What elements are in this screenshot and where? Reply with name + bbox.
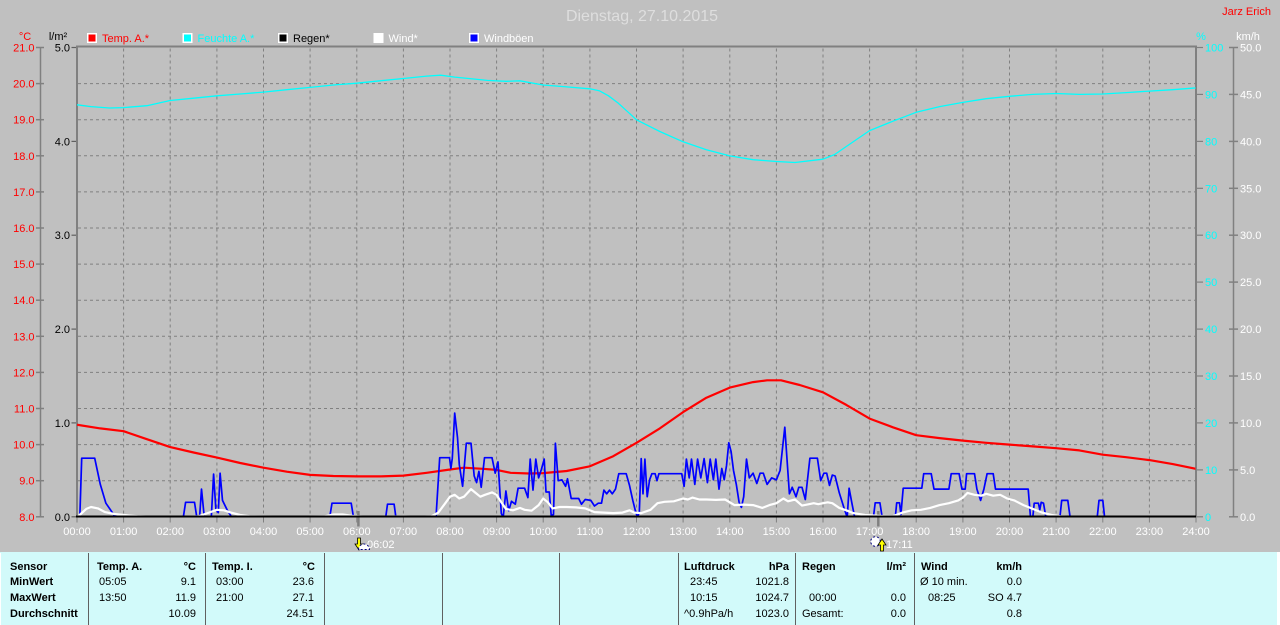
svg-text:22:00: 22:00 — [1089, 526, 1117, 538]
svg-text:Windböen: Windböen — [484, 33, 534, 45]
svg-text:50.0: 50.0 — [1240, 43, 1261, 55]
svg-text:18:00: 18:00 — [902, 526, 930, 538]
svg-text:80: 80 — [1205, 136, 1217, 148]
svg-text:12:00: 12:00 — [623, 526, 651, 538]
svg-text:Jarz Erich: Jarz Erich — [1222, 6, 1271, 18]
svg-text:9.0: 9.0 — [19, 476, 34, 488]
svg-text:11:00: 11:00 — [577, 526, 604, 538]
svg-text:50: 50 — [1205, 277, 1217, 289]
svg-text:20:00: 20:00 — [996, 526, 1024, 538]
svg-text:17:11: 17:11 — [886, 539, 913, 551]
svg-text:Temp. A.*: Temp. A.* — [102, 33, 150, 45]
svg-text:°C: °C — [19, 31, 31, 43]
svg-text:15:00: 15:00 — [763, 526, 791, 538]
svg-text:l/m²: l/m² — [49, 31, 68, 43]
svg-text:07:00: 07:00 — [390, 526, 418, 538]
svg-text:90: 90 — [1205, 89, 1217, 101]
svg-text:16:00: 16:00 — [809, 526, 837, 538]
svg-text:10.0: 10.0 — [1240, 418, 1261, 430]
svg-text:20: 20 — [1205, 418, 1217, 430]
svg-text:18.0: 18.0 — [13, 151, 34, 163]
svg-text:20.0: 20.0 — [13, 79, 34, 91]
svg-text:06:00: 06:00 — [343, 526, 371, 538]
svg-text:09:00: 09:00 — [483, 526, 511, 538]
svg-text:15.0: 15.0 — [13, 259, 34, 271]
svg-text:4.0: 4.0 — [55, 136, 70, 148]
svg-text:16.0: 16.0 — [13, 223, 34, 235]
svg-text:30.0: 30.0 — [1240, 230, 1261, 242]
svg-text:21:00: 21:00 — [1042, 526, 1070, 538]
svg-text:23:00: 23:00 — [1136, 526, 1164, 538]
svg-text:5.0: 5.0 — [1240, 465, 1255, 477]
svg-text:24:00: 24:00 — [1182, 526, 1210, 538]
svg-text:Dienstag, 27.10.2015: Dienstag, 27.10.2015 — [566, 8, 718, 25]
svg-text:Wind*: Wind* — [389, 33, 419, 45]
svg-text:15.0: 15.0 — [1240, 371, 1261, 383]
svg-text:60: 60 — [1205, 230, 1217, 242]
svg-text:0.0: 0.0 — [55, 512, 70, 524]
svg-text:12.0: 12.0 — [13, 367, 34, 379]
svg-text:17.0: 17.0 — [13, 187, 34, 199]
svg-text:17:00: 17:00 — [856, 526, 884, 538]
svg-text:40: 40 — [1205, 324, 1217, 336]
svg-text:02:00: 02:00 — [156, 526, 184, 538]
svg-text:14.0: 14.0 — [13, 295, 34, 307]
svg-text:08:00: 08:00 — [436, 526, 464, 538]
svg-text:20.0: 20.0 — [1240, 324, 1261, 336]
svg-text:13.0: 13.0 — [13, 331, 34, 343]
svg-text:10.0: 10.0 — [13, 440, 34, 452]
svg-text:Regen*: Regen* — [293, 33, 330, 45]
svg-text:35.0: 35.0 — [1240, 183, 1261, 195]
svg-text:0: 0 — [1205, 512, 1211, 524]
svg-text:40.0: 40.0 — [1240, 136, 1261, 148]
svg-text:10:00: 10:00 — [529, 526, 557, 538]
svg-text:19:00: 19:00 — [949, 526, 977, 538]
svg-text:11.0: 11.0 — [14, 404, 35, 416]
svg-text:100: 100 — [1205, 43, 1223, 55]
svg-text:8.0: 8.0 — [19, 512, 34, 524]
svg-text:05:00: 05:00 — [296, 526, 324, 538]
svg-text:00:00: 00:00 — [63, 526, 91, 538]
svg-text:5.0: 5.0 — [55, 43, 70, 55]
svg-text:2.0: 2.0 — [55, 324, 70, 336]
svg-text:30: 30 — [1205, 371, 1217, 383]
svg-text:25.0: 25.0 — [1240, 277, 1261, 289]
svg-text:0.0: 0.0 — [1240, 512, 1255, 524]
svg-text:km/h: km/h — [1236, 31, 1260, 43]
svg-text:70: 70 — [1205, 183, 1217, 195]
svg-text:1.0: 1.0 — [55, 418, 70, 430]
svg-text:10: 10 — [1205, 465, 1217, 477]
svg-text:03:00: 03:00 — [203, 526, 231, 538]
svg-text:Feuchte A.*: Feuchte A.* — [198, 33, 256, 45]
svg-text:3.0: 3.0 — [55, 230, 70, 242]
svg-text:06:02: 06:02 — [367, 539, 395, 551]
svg-text:45.0: 45.0 — [1240, 89, 1261, 101]
svg-text:21.0: 21.0 — [13, 43, 34, 55]
svg-text:01:00: 01:00 — [110, 526, 138, 538]
svg-text:14:00: 14:00 — [716, 526, 744, 538]
svg-text:%: % — [1196, 31, 1206, 43]
svg-text:04:00: 04:00 — [250, 526, 278, 538]
svg-text:19.0: 19.0 — [13, 115, 34, 127]
svg-text:13:00: 13:00 — [669, 526, 697, 538]
